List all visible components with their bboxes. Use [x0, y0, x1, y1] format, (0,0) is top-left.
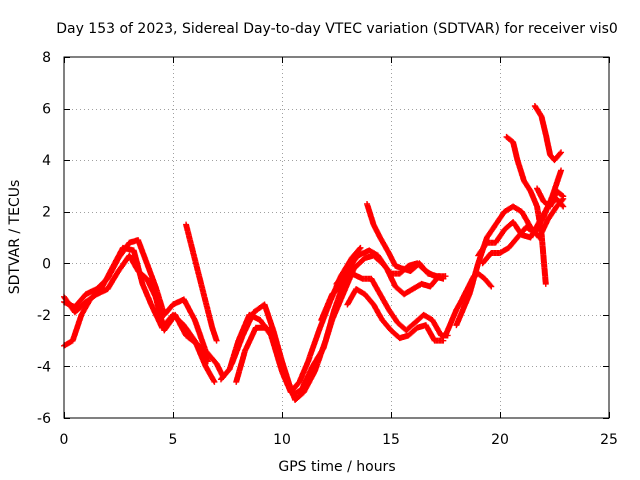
y-tick-label: 0 [42, 256, 51, 272]
grid [64, 57, 609, 418]
series-track-12 [364, 200, 449, 280]
series-track-4 [183, 221, 220, 344]
y-tick-label: -2 [37, 308, 51, 324]
series-markers [183, 221, 220, 344]
x-tick-label: 20 [491, 432, 509, 448]
y-tick-label: 6 [42, 102, 51, 118]
tick-marks [64, 57, 610, 419]
plot-frame [63, 56, 610, 419]
series-markers [233, 265, 357, 398]
series-track-18 [531, 102, 565, 164]
x-axis-label: GPS time / hours [278, 459, 395, 475]
x-tick-label: 15 [382, 432, 400, 448]
y-tick-label: 2 [42, 205, 51, 221]
series-markers [344, 286, 447, 344]
x-tick-label: 5 [169, 432, 178, 448]
x-tick-label: 10 [273, 432, 291, 448]
series-track-11 [344, 286, 447, 344]
y-tick-label: -6 [37, 411, 51, 427]
x-tick-label: 0 [60, 432, 69, 448]
chart-title: Day 153 of 2023, Sidereal Day-to-day VTE… [56, 21, 618, 37]
series-track-9 [333, 247, 442, 298]
series-markers [333, 247, 442, 298]
tick-labels: 0 5 10 15 20 25 -6 -4 -2 0 2 4 6 8 [37, 50, 618, 448]
y-tick-label: 4 [42, 153, 51, 169]
series-markers [534, 185, 567, 210]
y-tick-label: 8 [42, 50, 51, 66]
series-track-19 [534, 185, 567, 210]
series-markers [340, 270, 451, 339]
series-markers [531, 102, 565, 164]
y-axis-label: SDTVAR / TECUs [7, 180, 23, 295]
series-markers [364, 200, 449, 280]
series-track-10 [340, 270, 451, 339]
series-track-7 [233, 265, 357, 398]
y-tick-label: -4 [37, 359, 51, 375]
data-points [61, 102, 567, 403]
series-markers [503, 133, 549, 287]
x-tick-label: 25 [600, 432, 618, 448]
series-track-17 [503, 133, 549, 287]
